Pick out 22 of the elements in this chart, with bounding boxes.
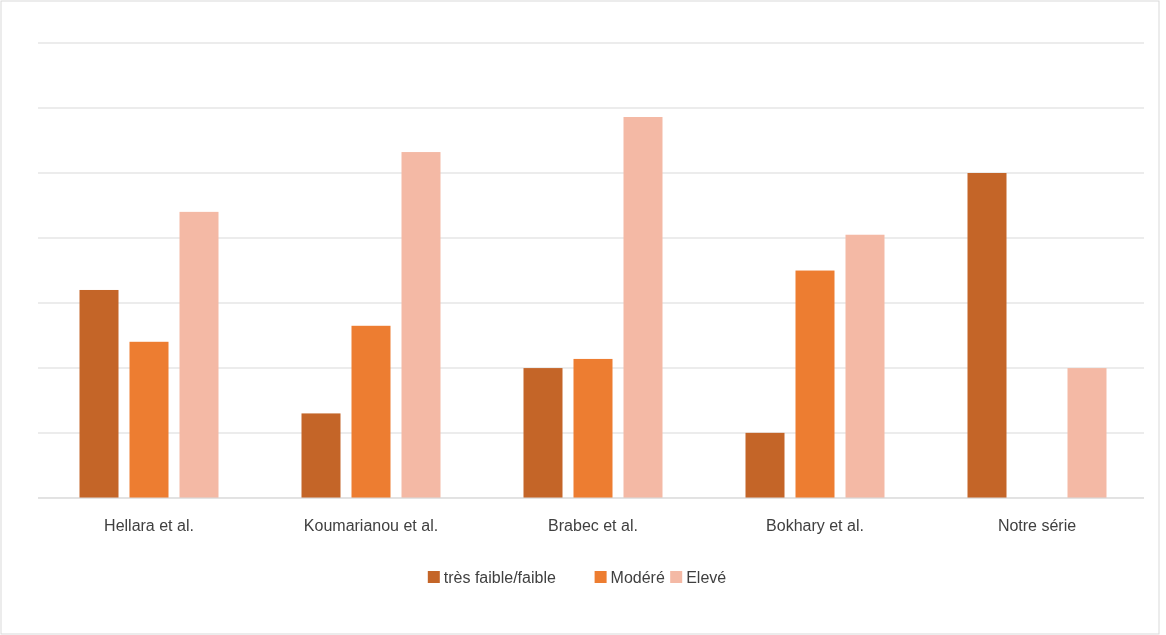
legend-label: très faible/faible xyxy=(443,569,556,586)
bar xyxy=(1067,368,1107,498)
x-tick-label: Hellara et al. xyxy=(104,517,194,534)
bar xyxy=(845,234,885,498)
bar xyxy=(351,325,391,498)
bar xyxy=(623,117,663,498)
legend-label: Elevé xyxy=(686,569,727,586)
x-tick-label: Koumarianou et al. xyxy=(303,517,439,534)
bar xyxy=(179,211,219,498)
legend-label: Modéré xyxy=(610,569,665,586)
x-tick-label: Notre série xyxy=(997,517,1077,534)
bar xyxy=(967,173,1007,498)
bar xyxy=(795,270,835,498)
bar xyxy=(129,341,169,498)
bar xyxy=(401,152,441,498)
bar xyxy=(79,289,119,498)
x-tick-label: Brabec et al. xyxy=(548,517,638,534)
bar xyxy=(523,368,563,498)
bar xyxy=(301,413,341,498)
x-tick-label: Bokhary et al. xyxy=(766,517,864,534)
bar xyxy=(573,358,613,498)
bar xyxy=(745,432,785,498)
